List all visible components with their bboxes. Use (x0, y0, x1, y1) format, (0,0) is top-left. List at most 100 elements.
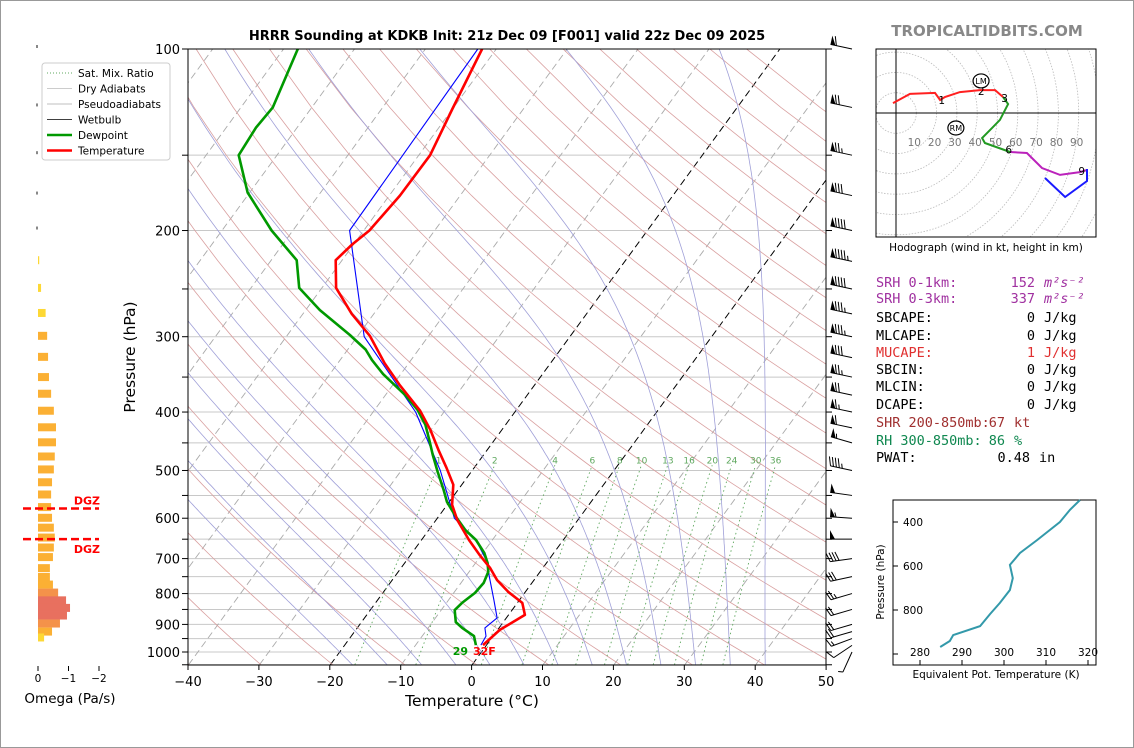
dry-adiabat (188, 468, 406, 665)
barb-full (827, 621, 835, 631)
hodograph-ring-label: 30 (948, 137, 961, 149)
barb-pennant (830, 344, 836, 355)
wind-barb (830, 530, 852, 540)
wind-barb (830, 483, 853, 496)
barb-full (827, 590, 835, 600)
barb-full (828, 552, 834, 562)
barb-shaft (830, 593, 853, 601)
moist-adiabat (419, 49, 696, 665)
omega-bar (38, 573, 50, 582)
stat-row: SRH 0-1km: 152 m²s⁻² (876, 275, 1085, 291)
y-tick-label: 300 (155, 331, 180, 346)
omega-bar (38, 423, 56, 432)
barb-full (825, 629, 832, 639)
stat-unit: J/kg (1044, 345, 1077, 361)
hodograph-ring-label: 90 (1070, 137, 1083, 149)
omega-bar (38, 580, 53, 589)
stat-label: SBCIN: (876, 362, 925, 378)
omega-bar (38, 490, 52, 499)
omega-bar (38, 611, 67, 620)
barb-full (837, 218, 840, 228)
legend: Sat. Mix. Ratio Dry Adiabats Pseudoadiabat… (41, 62, 171, 161)
theta-e-x-tick-label: 280 (910, 647, 930, 659)
x-tick-label: −10 (387, 675, 414, 690)
wind-barb (830, 35, 853, 50)
mixing-ratio-label: 2 (492, 457, 498, 467)
dry-adiabat (188, 597, 262, 665)
legend-label: Wetbulb (78, 115, 122, 127)
isotherm (259, 49, 710, 665)
dry-adiabat (188, 220, 693, 665)
stat-label: MLCAPE: (876, 328, 933, 344)
barb-shaft (830, 623, 853, 632)
theta-e-x-label: Equivalent Pot. Temperature (K) (912, 669, 1079, 681)
storm-motion-label: LM (975, 77, 986, 86)
omega-bar (38, 627, 53, 636)
barb-full (837, 183, 840, 193)
isotherm (188, 49, 568, 570)
stat-value: 0 (1027, 362, 1035, 378)
x-axis-label: Temperature (°C) (404, 692, 539, 710)
barb-full (840, 218, 843, 229)
x-tick-label: −20 (316, 675, 343, 690)
theta-e-x-tick-label: 290 (952, 647, 972, 659)
omega-bar (36, 226, 38, 230)
y-tick-label: 700 (155, 553, 180, 568)
dry-adiabat (452, 49, 826, 365)
temperature-line (334, 49, 527, 647)
barb-pennant (830, 483, 836, 494)
dry-adiabat (416, 49, 826, 399)
omega-bar (38, 619, 60, 628)
dry-adiabat (269, 49, 826, 543)
barb-shaft (830, 371, 853, 378)
x-tick-label: −30 (245, 675, 272, 690)
omega-bar (36, 103, 38, 107)
hodograph-segment (1044, 169, 1088, 199)
wind-barb (825, 628, 853, 639)
barb-full (843, 278, 846, 288)
omega-bar (38, 588, 59, 597)
mixing-ratio-label: 24 (726, 457, 738, 467)
surface-temperature-label: 32F (473, 645, 496, 658)
wind-barb (825, 644, 853, 659)
x-tick-label: 20 (605, 675, 622, 690)
omega-bar (38, 596, 67, 605)
barb-shaft (831, 638, 853, 647)
stat-unit: J/kg (1044, 397, 1077, 413)
legend-label: Pseudoadiabats (78, 99, 161, 111)
moist-adiabat (224, 49, 627, 665)
omega-bar (38, 389, 52, 398)
omega-bar (38, 503, 52, 512)
barb-full (837, 382, 840, 393)
mixing-ratio-label: 36 (770, 457, 782, 467)
moist-adiabat (565, 49, 731, 665)
hodograph-ring-label: 20 (928, 137, 941, 149)
legend-label: Temperature (77, 146, 145, 158)
barb-shaft (830, 558, 853, 563)
barb-full (831, 457, 834, 467)
omega-bar (36, 45, 38, 48)
barb-pennant (830, 398, 836, 409)
barb-full (834, 551, 840, 561)
y-tick-label: 1000 (147, 646, 180, 661)
barb-pennant (830, 94, 836, 104)
barb-pennant (830, 247, 836, 258)
y-tick-label: 200 (155, 225, 180, 240)
barb-full (840, 302, 843, 312)
y-tick-label: 500 (155, 464, 180, 479)
stat-row: MLCIN: 0 J/kg (876, 379, 1077, 395)
dry-adiabat (188, 158, 765, 665)
hodograph-segment (1010, 151, 1088, 176)
barb-shaft (830, 491, 853, 496)
isotherm (542, 276, 826, 665)
barb-shaft (830, 436, 853, 444)
stat-value: 152 (1011, 275, 1035, 291)
barb-full (825, 572, 831, 582)
dry-adiabat (489, 49, 826, 332)
barb-half (838, 404, 840, 410)
dry-adiabat (342, 49, 826, 470)
hodograph-height-label: 6 (1005, 145, 1012, 157)
stat-row: MUCAPE: 1 J/kg (876, 345, 1077, 361)
storm-motion-label: RM (950, 124, 963, 133)
stat-row: SRH 0-3km: 337 m²s⁻² (876, 291, 1085, 307)
